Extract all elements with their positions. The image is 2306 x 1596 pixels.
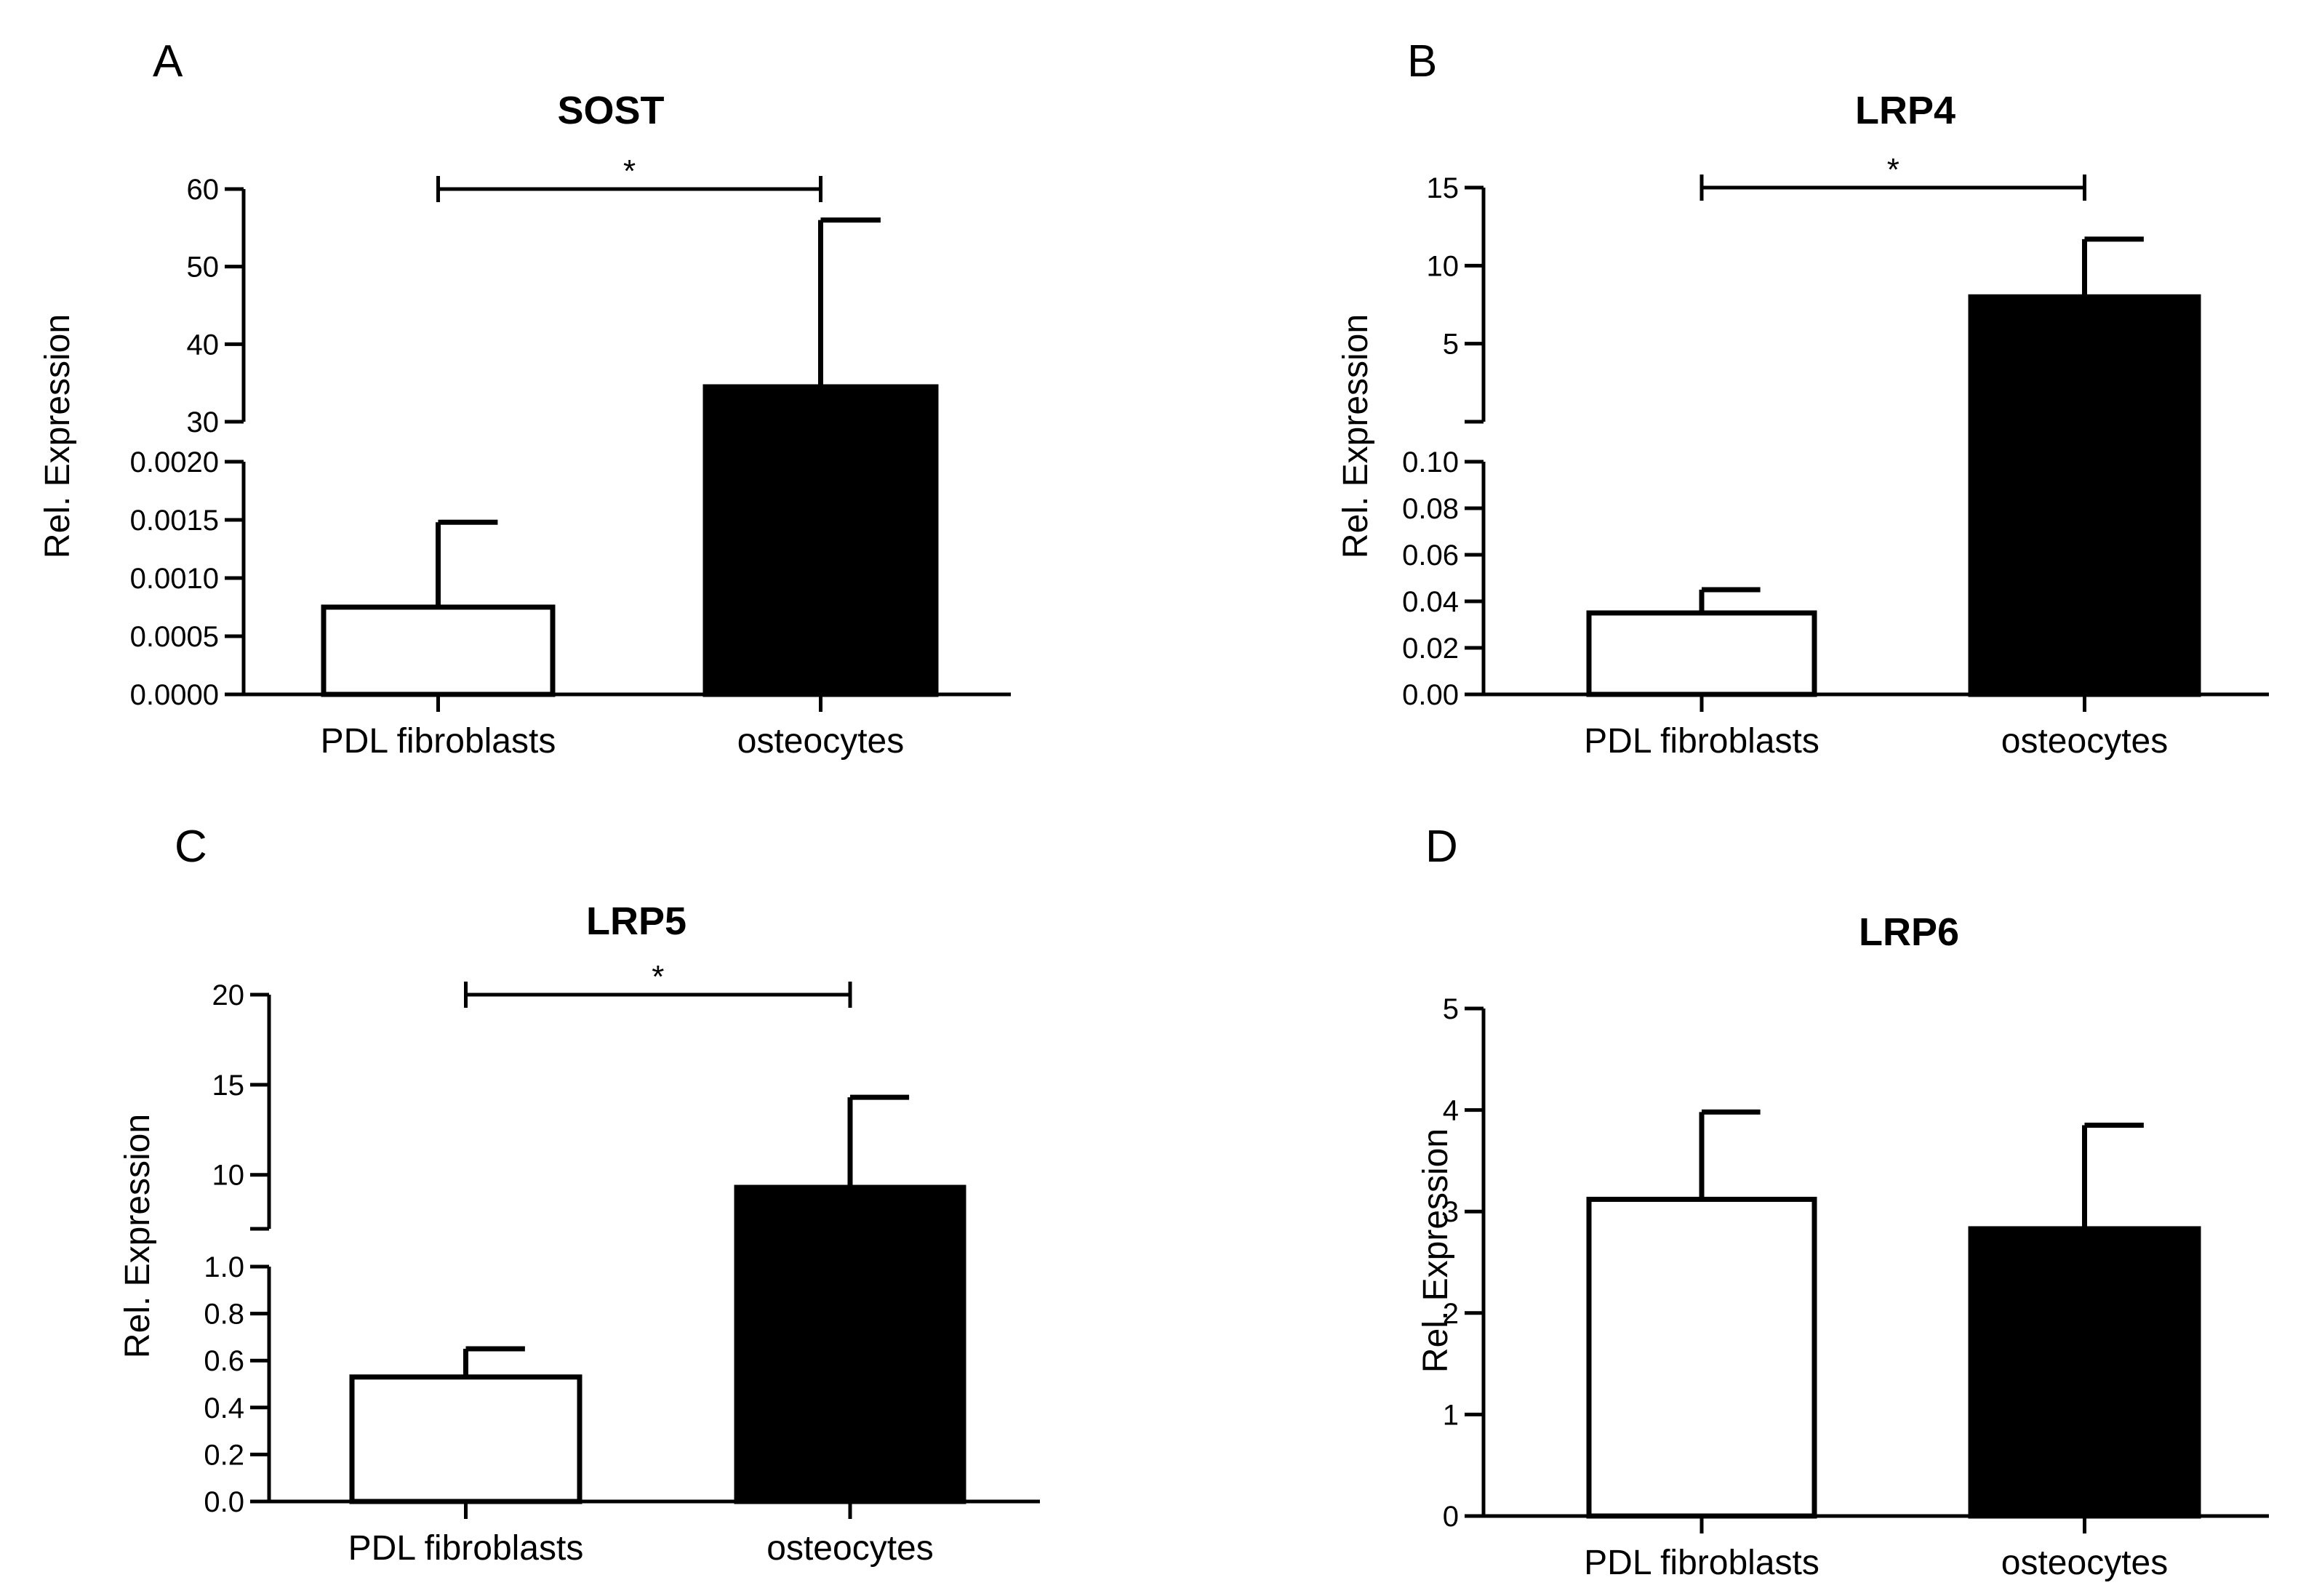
y-tick-label: 0.0	[204, 1486, 244, 1518]
panel-b: B LRP4 0.00 0.02 0.04 0.06 0.08 0.10 5 10 15 Rel. E…	[1337, 36, 2269, 761]
y-tick-label: 0.6	[204, 1345, 244, 1377]
y-tick-label: 0.4	[204, 1392, 244, 1424]
chart-title: LRP6	[1859, 910, 1959, 954]
x-category-label: PDL fibroblasts	[1584, 722, 1819, 761]
y-tick-label: 0.00	[1402, 679, 1459, 711]
y-tick-label: 0.04	[1402, 586, 1459, 618]
y-tick-label: 15	[212, 1070, 245, 1102]
y-tick-label: 0.10	[1402, 446, 1459, 478]
x-category-label: osteocytes	[737, 722, 904, 761]
bar-osteocytes	[734, 1184, 966, 1504]
y-tick-label: 4	[1443, 1095, 1459, 1127]
y-tick-label: 0.0000	[130, 679, 219, 711]
panel-label: A	[153, 36, 183, 87]
panel-c: C LRP5 0.0 0.2 0.4 0.6 0.8 1.0 10 15 20 Rel. Expres…	[119, 822, 1040, 1568]
x-category-label: PDL fibroblasts	[348, 1529, 584, 1568]
chart-title: SOST	[557, 89, 664, 132]
y-tick-label: 30	[187, 406, 220, 438]
bar-osteocytes	[702, 384, 939, 697]
y-tick-label: 10	[212, 1160, 245, 1192]
x-category-label: PDL fibroblasts	[321, 722, 556, 761]
chart-title: LRP4	[1855, 89, 1955, 132]
y-tick-label: 20	[212, 979, 245, 1011]
y-tick-label: 0.02	[1402, 633, 1459, 665]
y-tick-label: 0.0005	[130, 621, 219, 653]
y-axis-label: Rel. Expression	[119, 1114, 157, 1358]
panel-label: B	[1407, 36, 1437, 87]
significance-marker: *	[652, 959, 664, 995]
x-category-label: osteocytes	[2001, 1544, 2168, 1582]
y-tick-label: 40	[187, 329, 220, 361]
bar-pdl-fibroblasts	[321, 604, 556, 697]
y-tick-label: 0.0020	[130, 446, 219, 478]
bar-pdl-fibroblasts	[1586, 610, 1817, 697]
y-tick-label: 1	[1443, 1399, 1459, 1431]
y-axis-label: Rel. Expression	[39, 314, 77, 558]
y-tick-label: 3	[1443, 1196, 1459, 1228]
y-tick-label: 2	[1443, 1298, 1459, 1330]
x-category-label: PDL fibroblasts	[1584, 1544, 1819, 1582]
y-tick-label: 15	[1427, 172, 1460, 204]
panel-label: D	[1425, 822, 1458, 872]
bar-pdl-fibroblasts	[1586, 1196, 1817, 1519]
y-tick-label: 0.08	[1402, 493, 1459, 525]
y-tick-label: 1.0	[204, 1251, 244, 1283]
x-category-label: osteocytes	[2001, 722, 2168, 761]
panel-d: D LRP6 0 1 2 3 4 5 Rel. Expression PDL fibroblast…	[1417, 822, 2269, 1582]
y-tick-label: 5	[1443, 993, 1459, 1025]
y-axis-label: Rel. Expression	[1417, 1128, 1455, 1373]
y-tick-label: 10	[1427, 250, 1460, 282]
y-tick-label: 0.2	[204, 1439, 244, 1471]
y-tick-label: 0.0015	[130, 505, 219, 537]
panel-a: A SOST 0.0000 0.0005 0.0010 0.0015 0.0020 30 40 5…	[39, 36, 1011, 761]
bar-osteocytes	[1968, 294, 2201, 697]
y-tick-label: 60	[187, 174, 220, 206]
bar-pdl-fibroblasts	[349, 1374, 582, 1504]
y-tick-label: 50	[187, 252, 220, 284]
panel-label: C	[175, 822, 207, 872]
y-tick-label: 0.06	[1402, 540, 1459, 572]
y-tick-label: 0	[1443, 1501, 1459, 1533]
significance-marker: *	[623, 153, 636, 189]
y-tick-label: 5	[1443, 329, 1459, 361]
y-tick-label: 0.0010	[130, 563, 219, 595]
significance-marker: *	[1887, 152, 1899, 188]
x-category-label: osteocytes	[766, 1529, 933, 1568]
y-axis-label: Rel. Expression	[1337, 314, 1375, 558]
bar-osteocytes	[1968, 1226, 2201, 1519]
chart-title: LRP5	[586, 899, 686, 943]
y-tick-label: 0.8	[204, 1299, 244, 1331]
